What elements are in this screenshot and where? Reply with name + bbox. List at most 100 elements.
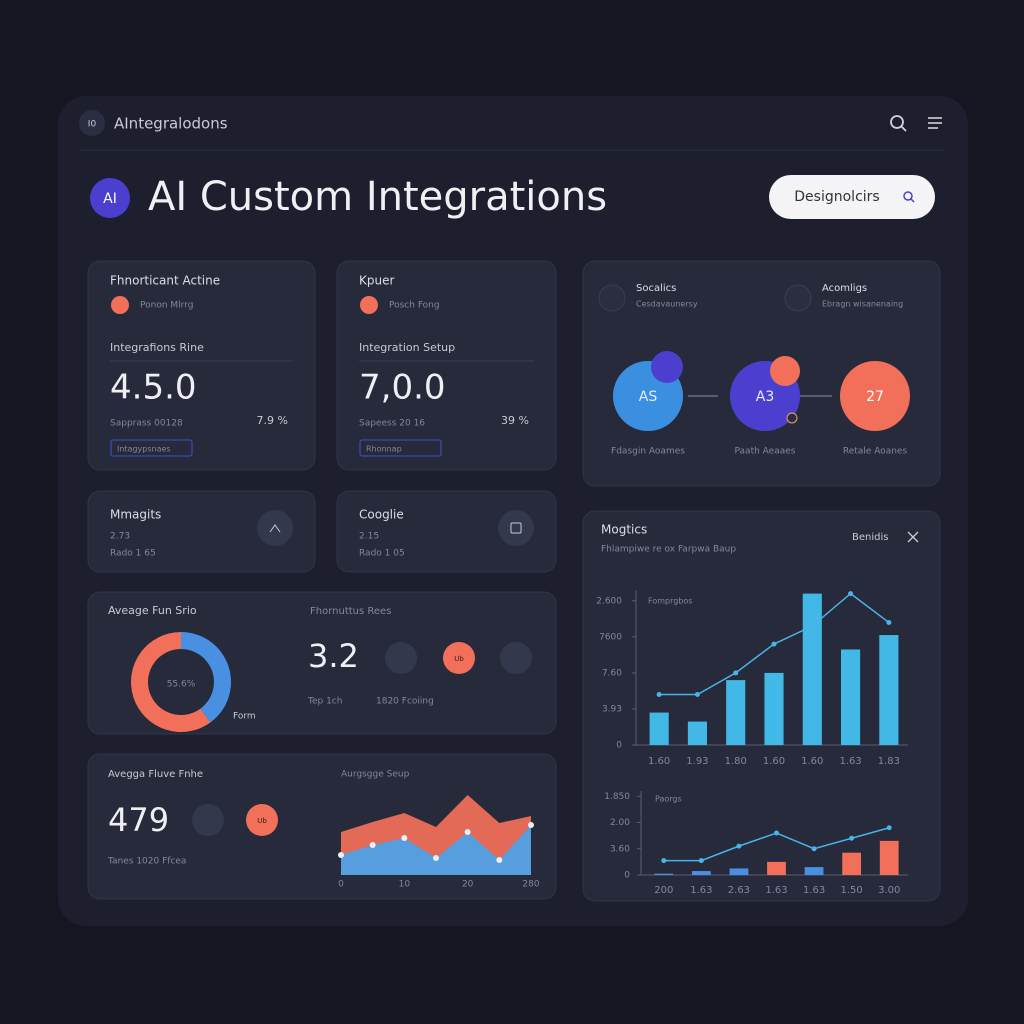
donut-segment <box>131 632 211 732</box>
mini-card <box>336 490 557 573</box>
ratio-sub: 1820 Fcoiing <box>376 697 434 707</box>
icon <box>510 522 522 534</box>
x-tick-label: 1.63 <box>803 885 825 896</box>
card-button-text: Intagypsnaes <box>117 445 171 454</box>
metrics-title: Mogtics <box>601 523 647 537</box>
card-title: Kpuer <box>359 274 394 288</box>
card-label: Integrafions Rine <box>110 341 204 354</box>
bar <box>729 868 749 875</box>
card-value: 7,0.0 <box>359 368 446 408</box>
line-dot <box>811 846 817 852</box>
area <box>341 825 531 875</box>
time-sub: Tanes 1020 Ffcea <box>107 857 186 867</box>
metrics-action[interactable]: Benidis <box>852 532 888 543</box>
card-value: 4.5.0 <box>110 368 197 408</box>
mini-value: 2.73 <box>110 532 130 542</box>
x-tick-label: 1.63 <box>690 885 712 896</box>
search-pill[interactable] <box>769 175 935 219</box>
bar <box>691 871 711 875</box>
line-dot <box>809 623 815 629</box>
x-tick-label: 10 <box>399 880 411 890</box>
avatar <box>90 178 130 218</box>
area-dot <box>338 852 344 858</box>
card-sub: Sapeess 20 16 <box>359 419 425 429</box>
flow-icon <box>598 284 626 312</box>
mini-sub: Rado 1 65 <box>110 549 156 559</box>
line-dot <box>698 858 704 864</box>
area-dot <box>433 855 439 861</box>
x-tick-label: 1.60 <box>648 756 670 767</box>
card-icon <box>360 296 378 314</box>
mini-button[interactable] <box>257 510 293 546</box>
x-tick-label: 1.80 <box>725 756 747 767</box>
card-tag: Ponon Mlrrg <box>140 301 193 311</box>
card-button[interactable] <box>359 439 442 457</box>
close-icon[interactable] <box>907 531 919 543</box>
stat-card <box>87 260 316 471</box>
time-button[interactable] <box>192 804 224 836</box>
card-pct: 7.9 % <box>257 414 288 427</box>
bar <box>654 873 674 875</box>
x-tick-label: 0 <box>338 880 344 890</box>
card-title: Fhnorticant Actine <box>110 274 220 288</box>
x-tick-label: 280 <box>522 880 539 890</box>
brand: AIntegralodons <box>114 115 228 133</box>
mini-card <box>87 490 316 573</box>
x-tick-label: 1.63 <box>839 756 861 767</box>
flow-title: Socalics <box>636 283 676 294</box>
bar <box>764 672 784 745</box>
mini-value: 2.15 <box>359 532 379 542</box>
line-dot <box>694 692 700 698</box>
stat-card <box>336 260 557 471</box>
ratio-button[interactable] <box>500 642 532 674</box>
badge-text: I0 <box>88 120 97 130</box>
y-tick-label: 7.60 <box>602 668 622 678</box>
ratio-button[interactable] <box>443 642 475 674</box>
bar <box>841 649 861 745</box>
chart-title: Paorgs <box>655 795 682 804</box>
line-dot <box>661 858 667 864</box>
chevron <box>269 524 281 533</box>
flow-node[interactable] <box>840 361 910 431</box>
line-dot <box>733 670 739 676</box>
line-dot <box>849 835 855 841</box>
line-dot <box>736 843 742 849</box>
card-tag: Posch Fong <box>389 301 440 311</box>
x-tick-label: 2.63 <box>728 885 750 896</box>
y-tick-label: 7600 <box>599 632 622 642</box>
line-dot <box>771 641 777 647</box>
line-dot <box>886 825 892 831</box>
ratio-button[interactable] <box>385 642 417 674</box>
flow-title: Acomligs <box>822 283 867 294</box>
search-text: Designolcirs <box>794 189 879 205</box>
x-tick-label: 1.93 <box>686 756 708 767</box>
y-tick-label: 2.600 <box>596 596 622 606</box>
line-dot <box>774 830 779 836</box>
time-button[interactable] <box>246 804 278 836</box>
node-caption: Retale Aoanes <box>843 447 908 457</box>
area-dot <box>401 835 408 841</box>
y-tick-label: 0 <box>616 741 622 751</box>
x-tick-label: 3.00 <box>878 885 900 896</box>
y-tick-label: 0 <box>624 871 630 881</box>
area-title: Aurgsgge Seup <box>341 770 410 780</box>
x-tick-label: 1.63 <box>765 885 787 896</box>
line-dot <box>656 692 662 698</box>
bar <box>726 680 746 745</box>
time-value: 479 <box>108 801 169 839</box>
menu-icon[interactable] <box>928 117 942 129</box>
area-dot <box>464 829 471 835</box>
x-tick-label: 200 <box>654 885 673 896</box>
search-icon[interactable] <box>890 115 907 132</box>
bar <box>879 635 899 745</box>
card-button[interactable] <box>110 439 193 457</box>
card-button-text: Rhonnap <box>366 445 402 454</box>
search-pill-icon <box>903 191 915 203</box>
x-tick-label: 1.83 <box>878 756 900 767</box>
page-title: AI Custom Integrations <box>148 174 607 220</box>
metrics-card <box>582 510 941 902</box>
bar <box>649 712 669 745</box>
ratio-sub: Tep 1ch <box>307 697 342 707</box>
mini-button[interactable] <box>498 510 534 546</box>
